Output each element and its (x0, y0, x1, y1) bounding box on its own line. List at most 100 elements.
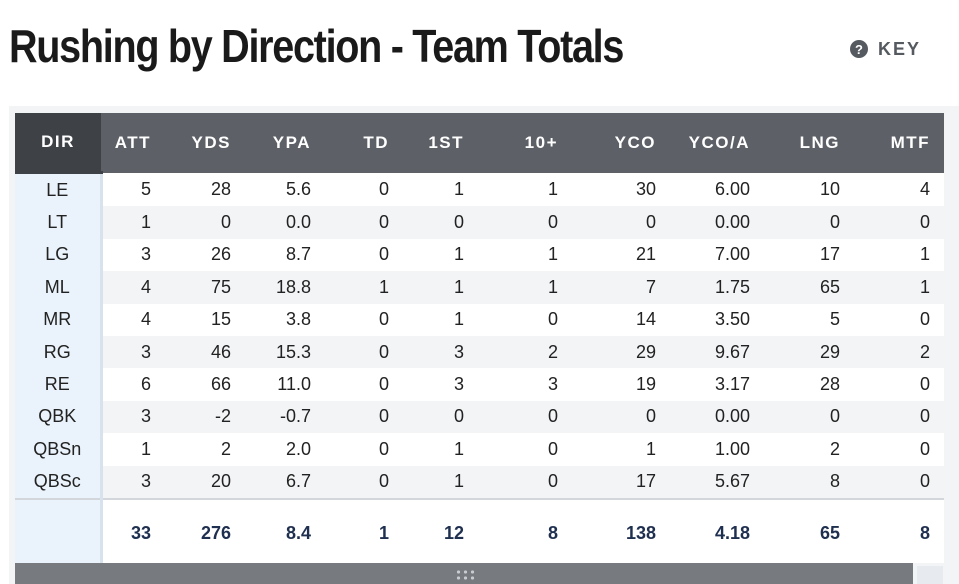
totals-label-cell (15, 497, 103, 563)
cell-yds: 26 (210, 244, 231, 265)
total-1st: 12 (399, 497, 474, 563)
cell-yco: 17 (568, 465, 666, 499)
cell-yco: 0 (568, 206, 666, 239)
cell-td: 0 (321, 465, 399, 499)
horizontal-scrollbar[interactable] (15, 563, 913, 584)
cell-10plus: 0 (547, 309, 558, 330)
row-direction-label: RG (15, 335, 103, 369)
cell-1st: 3 (399, 335, 474, 369)
cell-mtf: 0 (850, 465, 940, 499)
cell-yco-per-a: 3.50 (714, 309, 750, 330)
column-header-lng[interactable]: LNG (760, 113, 850, 173)
total-10plus: 8 (474, 497, 568, 563)
column-header-att[interactable]: ATT (101, 113, 161, 173)
row-direction-label: QBK (15, 400, 103, 434)
cell-lng: 28 (819, 374, 840, 395)
cell-ypa: 15.3 (241, 335, 321, 369)
cell-att: 1 (101, 206, 161, 239)
cell-lng: 5 (829, 309, 840, 330)
cell-mtf: 0 (850, 400, 940, 434)
cell-1st: 1 (453, 309, 464, 330)
cell-att: 4 (140, 309, 151, 330)
cell-att: 5 (140, 178, 151, 199)
cell-1st: 1 (453, 178, 464, 199)
cell-fum: 0 (940, 304, 944, 336)
total-lng: 65 (760, 497, 850, 563)
cell-ypa: -0.7 (241, 400, 321, 434)
total-yds: 276 (161, 497, 241, 563)
cell-fum: 0 (940, 400, 944, 434)
cell-10plus: 1 (547, 244, 558, 265)
cell-yco: 1 (645, 438, 656, 459)
row-direction-label: MR (15, 303, 103, 336)
cell-lng: 29 (760, 335, 850, 369)
cell-1st: 1 (453, 244, 464, 265)
column-header-10plus[interactable]: 10+ (474, 113, 568, 173)
cell-yco-per-a: 0.00 (666, 206, 760, 239)
cell-ypa: 3.8 (285, 309, 311, 330)
cell-fum: 0 (940, 239, 944, 271)
row-direction-label: LG (15, 238, 103, 272)
column-header-yco[interactable]: YCO (568, 113, 666, 173)
cell-ypa: 8.7 (285, 244, 311, 265)
cell-att: 3 (140, 244, 151, 265)
cell-att: 4 (101, 271, 161, 304)
total-fum: 0 (940, 497, 944, 563)
cell-yco: 0 (568, 400, 666, 434)
cell-att: 3 (101, 465, 161, 499)
cell-td: 0 (378, 244, 389, 265)
cell-td: 0 (378, 374, 389, 395)
column-header-dir[interactable]: DIR (15, 113, 101, 174)
column-header-fum[interactable]: FUM (940, 113, 944, 173)
total-ypa: 8.4 (241, 497, 321, 563)
cell-td: 0 (378, 309, 389, 330)
column-header-ypa[interactable]: YPA (241, 113, 321, 173)
cell-yco-per-a: 1.75 (666, 271, 760, 304)
cell-1st: 0 (399, 400, 474, 434)
key-button[interactable]: ? KEY (850, 36, 921, 62)
column-header-yds[interactable]: YDS (161, 113, 241, 173)
column-header-yco-per-a[interactable]: YCO/A (666, 113, 760, 173)
cell-yco: 19 (635, 374, 656, 395)
cell-ypa: 0.0 (241, 206, 321, 239)
cell-fum: 0 (940, 335, 944, 369)
cell-td: 0 (321, 335, 399, 369)
cell-yds: 2 (220, 438, 231, 459)
row-direction-label: QBSn (15, 433, 103, 466)
row-direction-label: RE (15, 368, 103, 401)
cell-yco: 7 (568, 271, 666, 304)
cell-yco-per-a: 5.67 (666, 465, 760, 499)
drag-handle-icon[interactable] (455, 569, 477, 581)
total-td: 1 (321, 497, 399, 563)
cell-ypa: 18.8 (241, 271, 321, 304)
page-title: Rushing by Direction - Team Totals (9, 20, 624, 72)
cell-fum: 0 (940, 433, 944, 465)
column-header-1st[interactable]: 1ST (399, 113, 474, 173)
cell-yco: 29 (568, 335, 666, 369)
column-header-mtf[interactable]: MTF (850, 113, 940, 173)
cell-att: 3 (101, 335, 161, 369)
cell-yco-per-a: 0.00 (666, 400, 760, 434)
cell-ypa: 5.6 (285, 178, 311, 199)
key-label: KEY (878, 38, 922, 59)
cell-yco-per-a: 9.67 (666, 335, 760, 369)
cell-fum: 0 (940, 271, 944, 304)
cell-yco: 14 (635, 309, 656, 330)
scrollbar-corner (917, 566, 943, 584)
cell-lng: 65 (760, 271, 850, 304)
column-header-td[interactable]: TD (321, 113, 399, 173)
cell-mtf: 0 (850, 206, 940, 239)
cell-lng: 8 (760, 465, 850, 499)
cell-mtf: 2 (850, 335, 940, 369)
